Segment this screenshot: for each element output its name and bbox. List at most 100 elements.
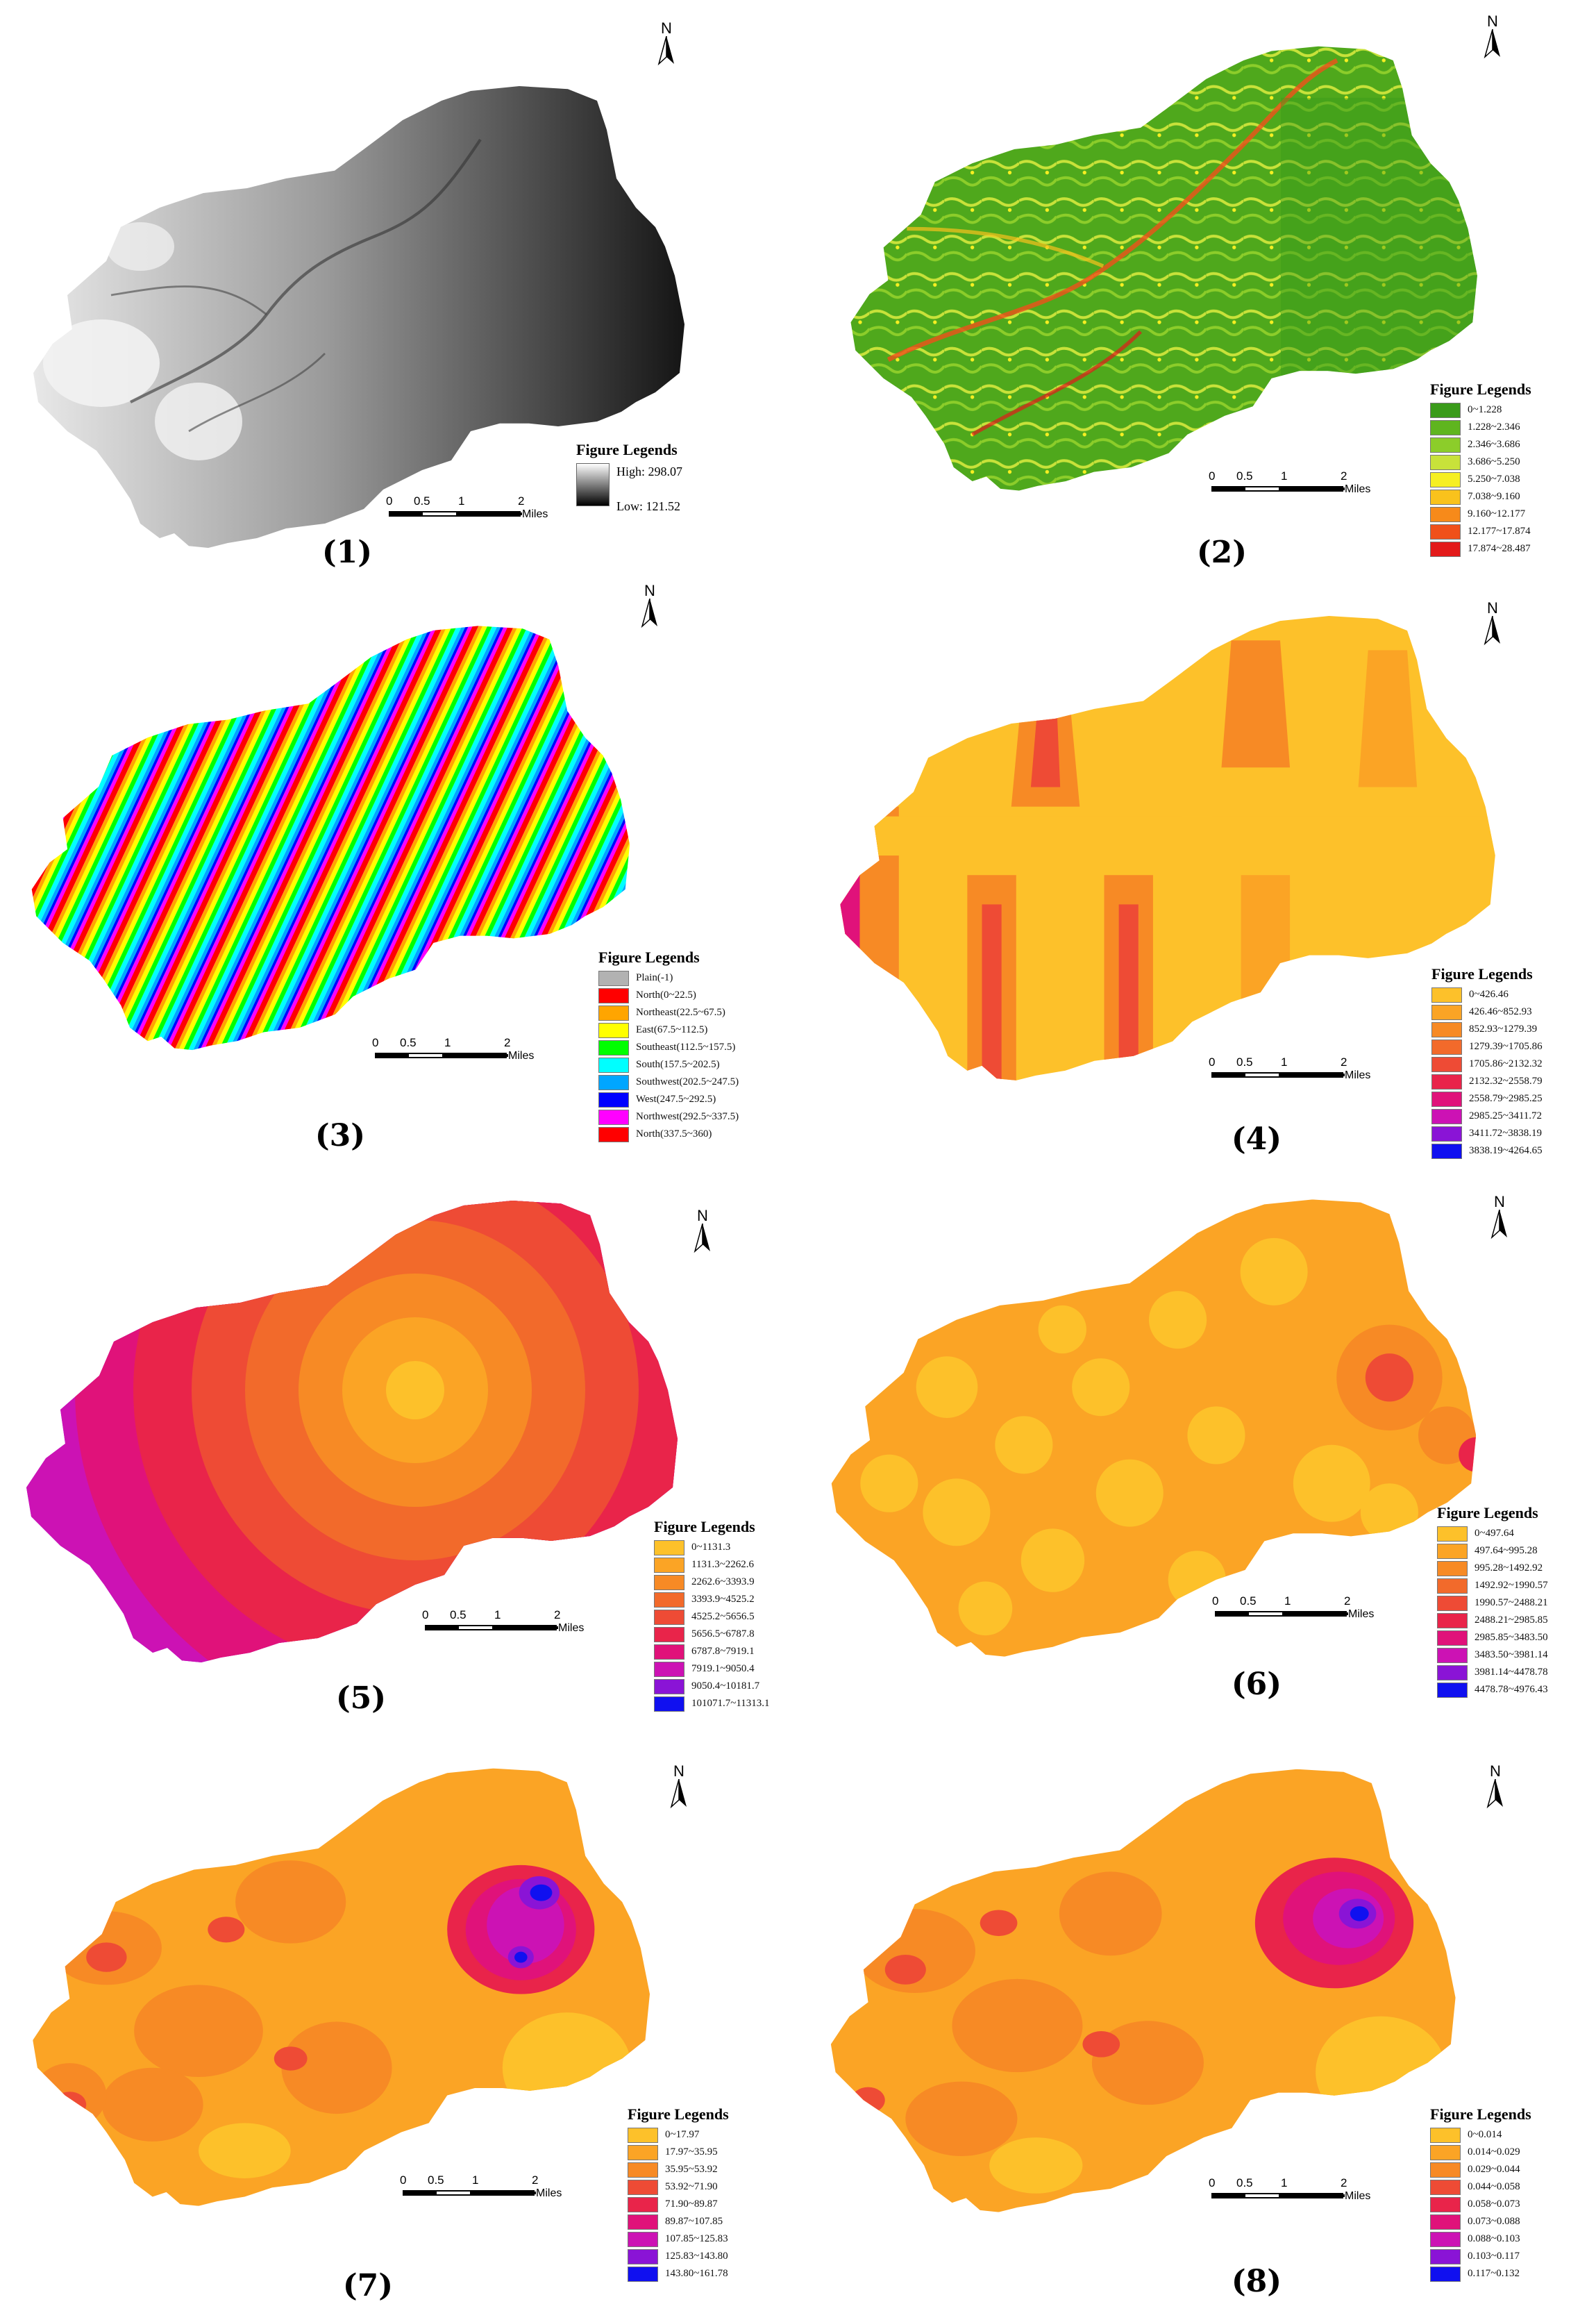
scale-tick: 2 xyxy=(504,1036,511,1049)
legend-label: 7919.1~9050.4 xyxy=(691,1663,755,1674)
legend-swatch xyxy=(598,1040,629,1055)
legend-swatch xyxy=(1430,489,1461,505)
scale-tick: 0.5 xyxy=(1240,1594,1257,1608)
legend-high: High: 298.07 xyxy=(616,465,683,478)
legend-label: 12.177~17.874 xyxy=(1468,526,1531,537)
caption: (5) xyxy=(335,1680,387,1716)
legend-swatch xyxy=(1431,1074,1462,1090)
legend-label: 0.029~0.044 xyxy=(1468,2164,1520,2175)
scale-tick: 0.5 xyxy=(400,1036,417,1049)
legend-label: 3411.72~3838.19 xyxy=(1469,1128,1543,1139)
legend-label: 3981.14~4478.78 xyxy=(1475,1667,1548,1678)
legend-item: Southwest(202.5~247.5) xyxy=(598,1074,739,1091)
legend-item: East(67.5~112.5) xyxy=(598,1021,739,1039)
scale-bar-graphic xyxy=(1215,1611,1348,1617)
legend-item: 143.80~161.78 xyxy=(628,2265,729,2283)
legend-label: 143.80~161.78 xyxy=(665,2268,728,2279)
legend-swatch xyxy=(598,1109,629,1125)
legend-item: 3411.72~3838.19 xyxy=(1431,1125,1543,1142)
scale-bar: 0 0.5 1 2 Miles xyxy=(1209,469,1370,497)
scale-bar: 0 0.5 1 2 Miles xyxy=(372,1036,534,1064)
legend-label: 2985.25~3411.72 xyxy=(1469,1110,1543,1121)
legend-swatch xyxy=(598,1005,629,1021)
legend-label: 7.038~9.160 xyxy=(1468,491,1520,502)
legend-swatch xyxy=(1437,1664,1468,1680)
legend-swatch xyxy=(1437,1612,1468,1628)
legend-title: Figure Legends xyxy=(1431,965,1533,983)
legend-label: 0.088~0.103 xyxy=(1468,2233,1520,2244)
legend: Figure Legends 0~17.97 17.97~35.95 35.95~53… xyxy=(628,2105,729,2283)
legend-label: 1279.39~1705.86 xyxy=(1469,1041,1543,1052)
caption: (2) xyxy=(1196,535,1248,570)
legend-swatch xyxy=(1431,1056,1462,1072)
scale-tick: 2 xyxy=(518,494,525,508)
legend-label: 101071.7~11313.1 xyxy=(691,1698,770,1709)
scale-unit: Miles xyxy=(1345,2190,1371,2202)
legend-item: 12.177~17.874 xyxy=(1430,523,1531,540)
legend-swatch xyxy=(654,1696,684,1712)
legend-swatch xyxy=(1431,1039,1462,1055)
north-arrow-icon xyxy=(694,1224,710,1253)
north-arrow-icon xyxy=(641,599,657,628)
legend-swatch xyxy=(1437,1682,1468,1698)
map-density-8 xyxy=(830,1769,1456,2212)
north-arrow-icon xyxy=(657,36,674,66)
legend: Figure Legends 0~1.228 1.228~2.346 2.346~3.… xyxy=(1430,381,1531,558)
legend: Figure Legends 0~497.64 497.64~995.28 995.2… xyxy=(1437,1504,1548,1699)
legend-item: 3981.14~4478.78 xyxy=(1437,1664,1548,1681)
scale-tick: 0.5 xyxy=(414,494,430,508)
scale-bar-graphic xyxy=(389,511,522,517)
legend-label: 0.014~0.029 xyxy=(1468,2146,1520,2158)
legend-swatch xyxy=(1430,454,1461,470)
legend-item: 852.93~1279.39 xyxy=(1431,1021,1543,1038)
legend-swatch xyxy=(1430,2144,1461,2160)
legend-item: 0.044~0.058 xyxy=(1430,2178,1531,2196)
legend-item: 995.28~1492.92 xyxy=(1437,1560,1548,1577)
north-arrow: N xyxy=(653,21,680,67)
legend-item: 1492.92~1990.57 xyxy=(1437,1577,1548,1594)
legend-item: 1.228~2.346 xyxy=(1430,419,1531,436)
legend-title: Figure Legends xyxy=(628,2105,729,2123)
legend-swatch xyxy=(1437,1543,1468,1559)
legend-swatch xyxy=(1430,2248,1461,2264)
legend-label: 3838.19~4264.65 xyxy=(1469,1145,1543,1156)
legend-item: 0~0.014 xyxy=(1430,2126,1531,2144)
scale-tick: 2 xyxy=(1344,1594,1351,1608)
legend-label: 1492.92~1990.57 xyxy=(1475,1580,1548,1591)
north-arrow-icon xyxy=(670,1779,687,1809)
legend-item: Northwest(292.5~337.5) xyxy=(598,1108,739,1126)
caption: (4) xyxy=(1231,1121,1282,1157)
scale-bar-graphic xyxy=(403,2190,536,2196)
legend-item: 6787.8~7919.1 xyxy=(654,1643,770,1660)
legend-label: 0~1.228 xyxy=(1468,404,1502,415)
legend-item: 5656.5~6787.8 xyxy=(654,1626,770,1643)
legend-label: 53.92~71.90 xyxy=(665,2181,718,2192)
legend-item: 125.83~143.80 xyxy=(628,2248,729,2265)
north-arrow: N xyxy=(1479,14,1506,60)
legend-label: 0~426.46 xyxy=(1469,989,1509,1000)
scale-tick: 0.5 xyxy=(428,2173,444,2187)
legend-item: 101071.7~11313.1 xyxy=(654,1695,770,1712)
legend-label: Southwest(202.5~247.5) xyxy=(636,1076,739,1087)
legend-low: Low: 121.52 xyxy=(616,499,680,513)
legend-title: Figure Legends xyxy=(1430,2105,1531,2123)
legend-swatch xyxy=(1431,1108,1462,1124)
scale-tick: 1 xyxy=(458,494,465,508)
legend-item: 35.95~53.92 xyxy=(628,2161,729,2178)
legend-item: 0.014~0.029 xyxy=(1430,2144,1531,2161)
legend-swatch xyxy=(628,2214,658,2230)
legend-item: 4478.78~4976.43 xyxy=(1437,1681,1548,1699)
legend-item: 0~1.228 xyxy=(1430,401,1531,419)
legend-item: 497.64~995.28 xyxy=(1437,1542,1548,1560)
legend-item: 0.029~0.044 xyxy=(1430,2161,1531,2178)
legend-label: East(67.5~112.5) xyxy=(636,1024,708,1035)
scale-unit: Miles xyxy=(536,2187,562,2199)
north-label: N xyxy=(1490,1762,1501,1780)
legend-item: 2262.6~3393.9 xyxy=(654,1574,770,1591)
legend-label: 995.28~1492.92 xyxy=(1475,1562,1543,1574)
legend-label: 0~497.64 xyxy=(1475,1528,1514,1539)
legend-label: 6787.8~7919.1 xyxy=(691,1646,755,1657)
north-arrow: N xyxy=(689,1208,716,1254)
caption: (6) xyxy=(1231,1667,1282,1702)
scale-unit: Miles xyxy=(522,508,548,520)
